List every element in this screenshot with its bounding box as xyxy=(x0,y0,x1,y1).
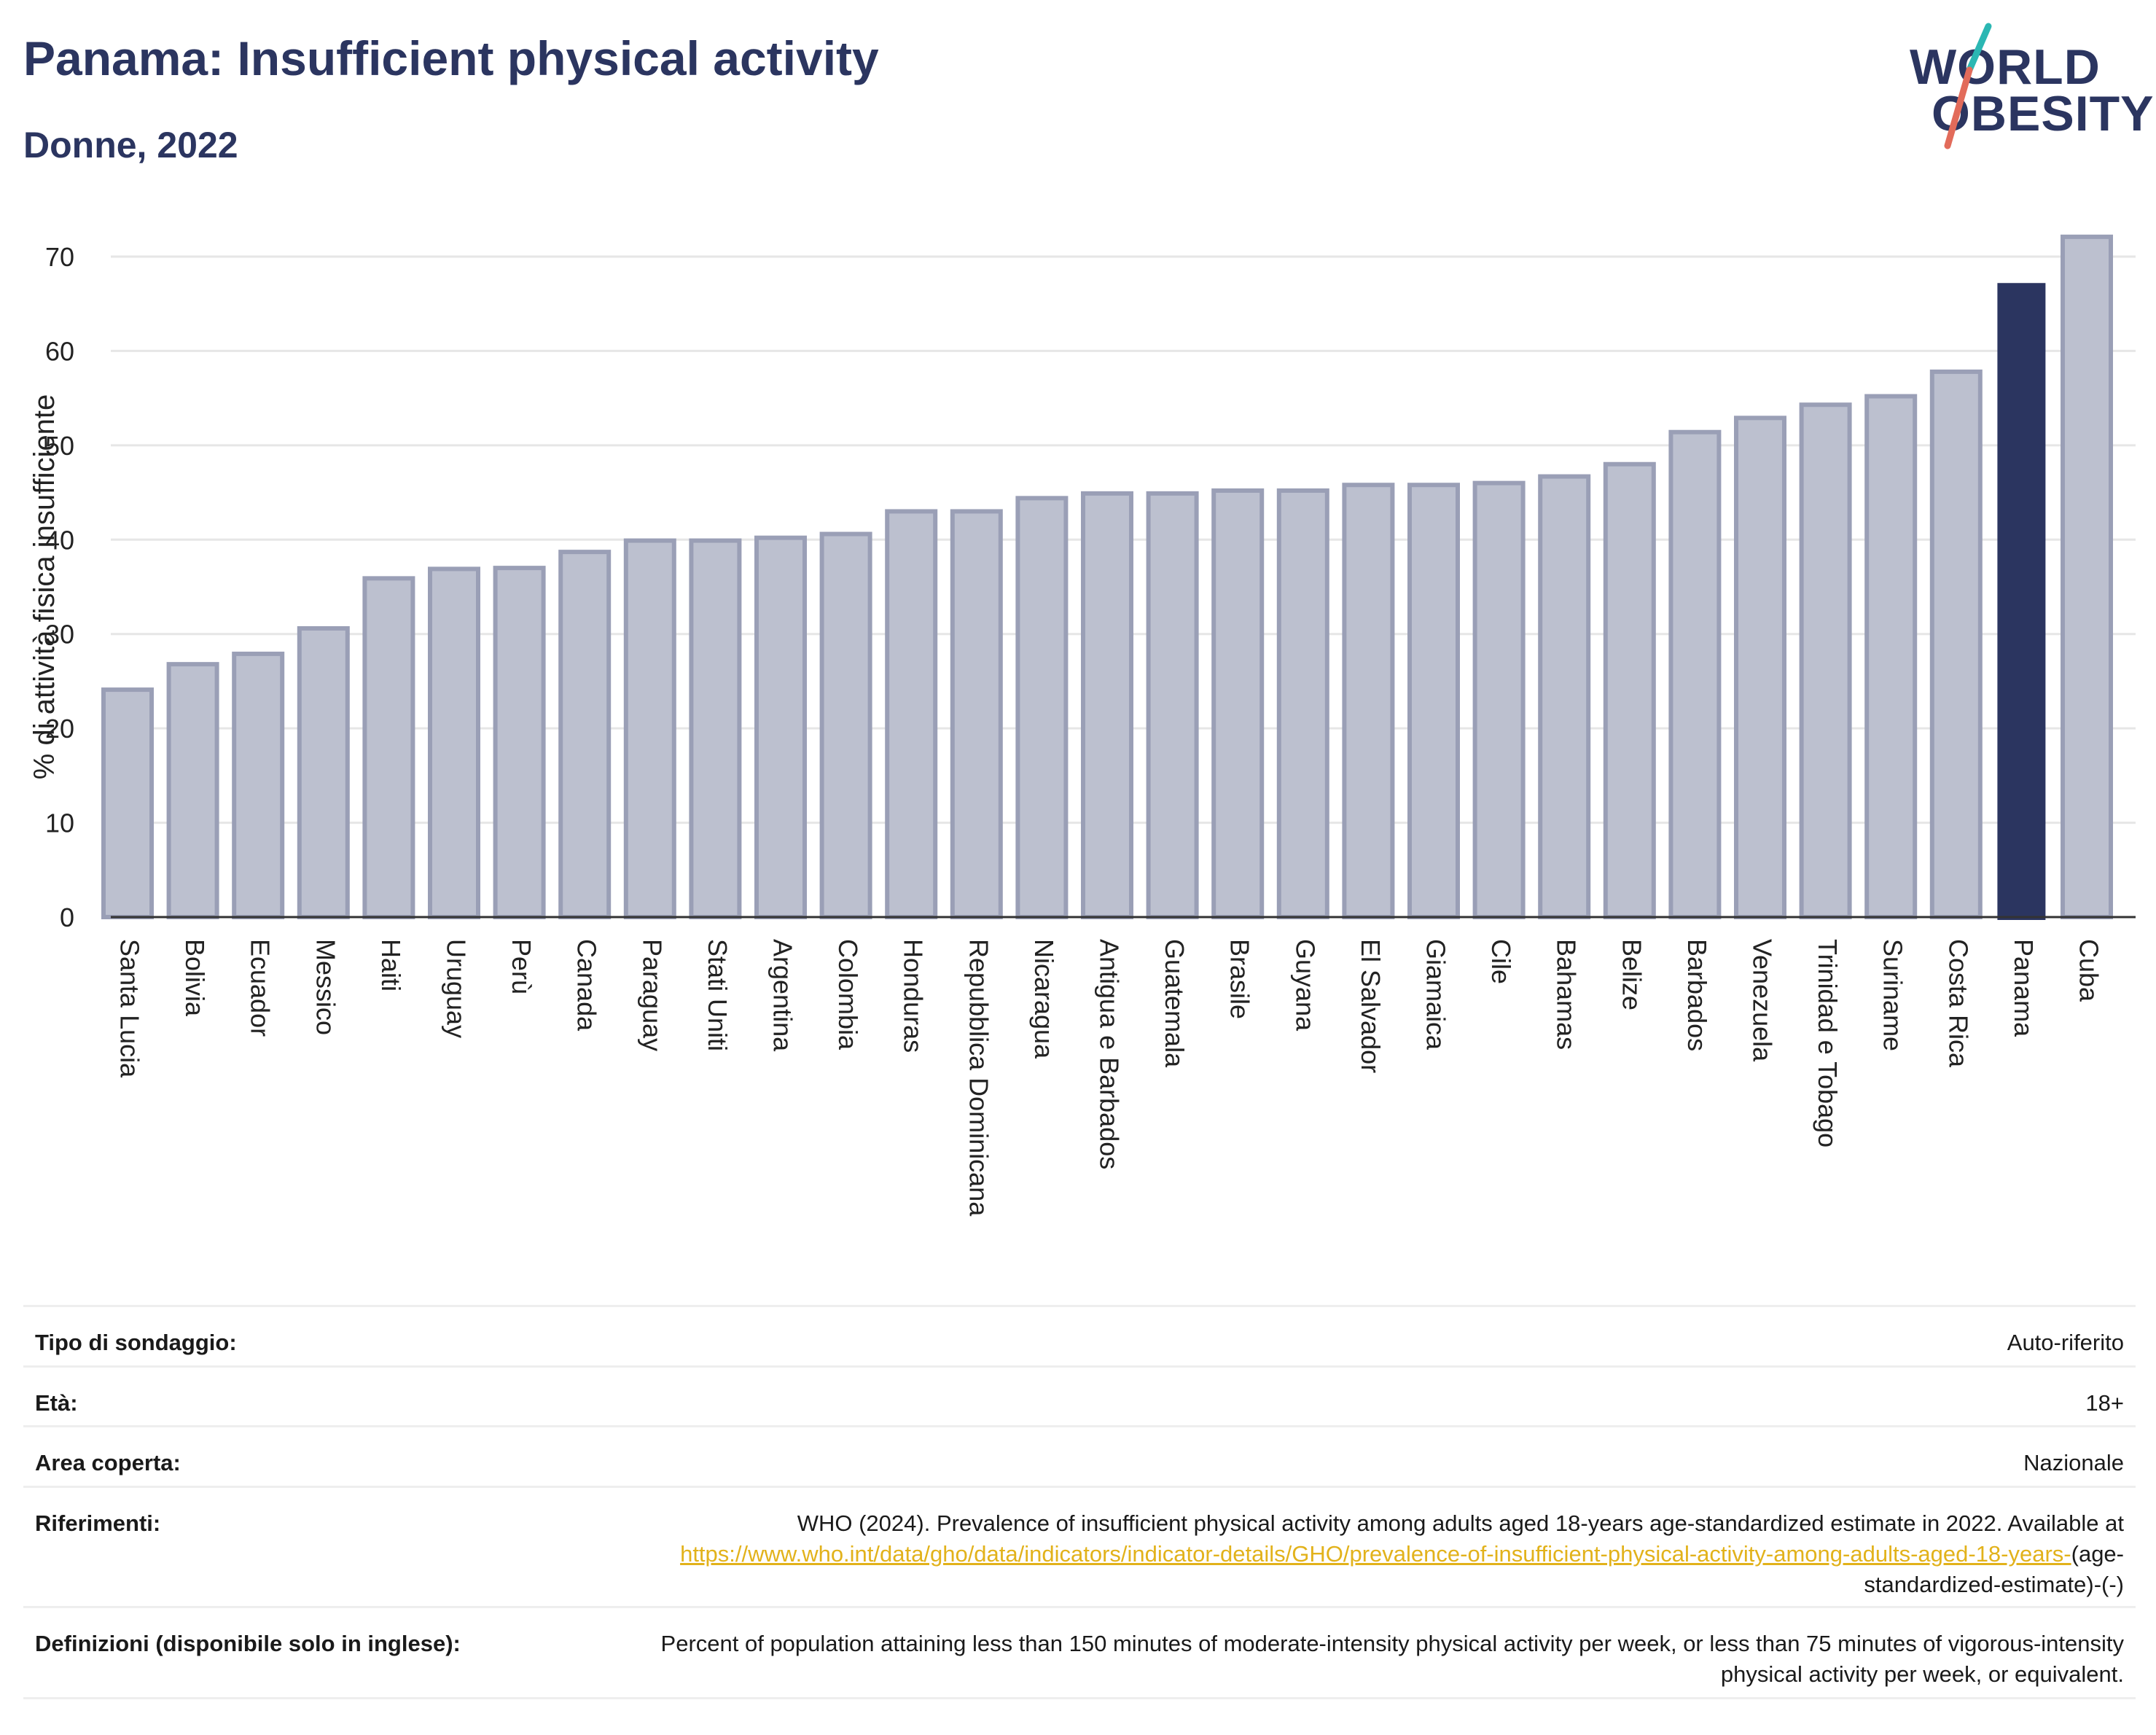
logo-line-1: WORLD xyxy=(1910,39,2101,95)
bar xyxy=(950,509,1003,919)
x-tick-label: Cile xyxy=(1486,939,1516,984)
x-tick-label: Costa Rica xyxy=(1943,939,1973,1068)
chart-title: Panama: Insufficient physical activity xyxy=(23,31,879,85)
x-tick-label: Cuba xyxy=(2074,939,2104,1002)
x-tick-label: Haiti xyxy=(376,939,406,991)
y-tick-label: 20 xyxy=(45,714,74,744)
bar xyxy=(754,535,807,919)
y-tick-label: 50 xyxy=(45,431,74,461)
info-value-coverage: Nazionale xyxy=(2023,1450,2124,1475)
x-tick-label: Colombia xyxy=(833,939,863,1050)
x-tick-label: Panama xyxy=(2009,939,2039,1037)
x-tick-label: Bahamas xyxy=(1552,939,1582,1050)
bar xyxy=(428,566,480,919)
x-tick-label: Belize xyxy=(1617,939,1647,1010)
bar xyxy=(1603,461,1656,919)
y-tick-label: 30 xyxy=(45,620,74,650)
bar xyxy=(166,662,219,919)
bar xyxy=(1211,488,1265,919)
logo-line-2: OBESITY xyxy=(1932,86,2155,141)
info-row-definitions: Definizioni (disponibile solo in inglese… xyxy=(23,1606,2136,1699)
x-tick-label: Guatemala xyxy=(1160,939,1190,1068)
x-tick-label: Brasile xyxy=(1225,939,1255,1019)
bar xyxy=(1407,483,1460,919)
bar-highlighted xyxy=(1997,283,2046,920)
info-row-age: Età: 18+ xyxy=(23,1365,2136,1426)
references-text: WHO (2024). Prevalence of insufficient p… xyxy=(797,1510,2124,1536)
bar xyxy=(1472,480,1526,919)
bar xyxy=(885,509,938,919)
x-tick-label: Honduras xyxy=(899,939,929,1053)
x-tick-label: Stati Uniti xyxy=(703,939,733,1051)
y-tick-label: 40 xyxy=(45,525,74,555)
bar xyxy=(819,531,872,919)
info-value-age: 18+ xyxy=(2085,1390,2124,1416)
info-key-references: Riferimenti: xyxy=(35,1510,161,1536)
info-key-age: Età: xyxy=(35,1390,78,1416)
x-tick-label: Repubblica Dominicana xyxy=(964,939,993,1217)
info-key-coverage: Area coperta: xyxy=(35,1450,181,1475)
x-tick-label: Messico xyxy=(310,939,340,1035)
bar xyxy=(558,550,612,919)
y-tick-label: 70 xyxy=(45,242,74,272)
x-tick-label: Venezuela xyxy=(1747,939,1777,1062)
bar xyxy=(493,566,546,919)
bar xyxy=(1668,429,1722,920)
y-tick-label: 0 xyxy=(60,902,74,932)
bar-chart: 0 10 20 30 40 50 60 70 % di attività fisica insu… xyxy=(28,234,2136,1217)
bar xyxy=(1538,474,1591,920)
info-row-references: Riferimenti: WHO (2024). Prevalence of i… xyxy=(23,1486,2136,1608)
y-axis-label: % di attività fisica insufficiente xyxy=(28,394,60,779)
x-tick-label: El Salvador xyxy=(1356,939,1386,1073)
references-link-suffix: (age-standardized-estimate)-(-) xyxy=(1864,1541,2124,1597)
world-obesity-logo: WORLD OBESITY xyxy=(1902,22,2154,153)
y-tick-label: 60 xyxy=(45,336,74,366)
x-tick-label: Guyana xyxy=(1290,939,1320,1032)
bar xyxy=(362,576,415,919)
info-key-survey-type: Tipo di sondaggio: xyxy=(35,1330,237,1355)
bar xyxy=(297,625,350,919)
x-tick-label: Giamaica xyxy=(1421,939,1450,1050)
x-tick-label: Canada xyxy=(572,939,602,1032)
x-tick-label: Ecuador xyxy=(246,939,276,1037)
x-tick-label: Santa Lucia xyxy=(114,939,144,1078)
info-row-survey-type: Tipo di sondaggio: Auto-riferito xyxy=(23,1305,2136,1365)
info-row-coverage: Area coperta: Nazionale xyxy=(23,1425,2136,1486)
x-tick-label: Suriname xyxy=(1878,939,1908,1051)
info-table-bottom-rule xyxy=(23,1697,2136,1699)
x-tick-label: Argentina xyxy=(768,939,797,1052)
bar xyxy=(1734,416,1786,919)
x-tick-label: Barbados xyxy=(1682,939,1712,1051)
bar xyxy=(2061,234,2113,919)
info-value-survey-type: Auto-riferito xyxy=(2007,1330,2124,1355)
info-key-definitions: Definizioni (disponibile solo in inglese… xyxy=(35,1631,461,1656)
x-tick-label: Paraguay xyxy=(637,939,667,1051)
x-tick-label: Uruguay xyxy=(441,939,471,1038)
bar xyxy=(1929,369,1983,920)
bar xyxy=(1276,488,1329,919)
bar xyxy=(101,687,154,919)
x-tick-label: Bolivia xyxy=(180,939,210,1017)
bar xyxy=(1015,496,1069,919)
y-tick-label: 10 xyxy=(45,808,74,838)
info-value-definitions: Percent of population attaining less tha… xyxy=(660,1631,2124,1687)
bar xyxy=(1864,394,1918,920)
bar xyxy=(623,538,676,919)
x-tick-label: Trinidad e Tobago xyxy=(1813,939,1843,1147)
bar xyxy=(232,651,285,919)
x-tick-label: Perù xyxy=(507,939,536,994)
bar xyxy=(1342,483,1395,919)
chart-subtitle: Donne, 2022 xyxy=(23,125,238,165)
bar xyxy=(1799,402,1852,919)
references-link[interactable]: https://www.who.int/data/gho/data/indica… xyxy=(680,1541,2071,1567)
x-tick-label: Antigua e Barbados xyxy=(1094,939,1124,1169)
x-tick-label: Nicaragua xyxy=(1029,939,1059,1059)
info-value-references: WHO (2024). Prevalence of insufficient p… xyxy=(637,1508,2124,1600)
logo-slash-icon xyxy=(1944,23,1992,149)
bar xyxy=(689,538,742,919)
bar xyxy=(1081,491,1133,919)
bar xyxy=(1146,491,1199,919)
